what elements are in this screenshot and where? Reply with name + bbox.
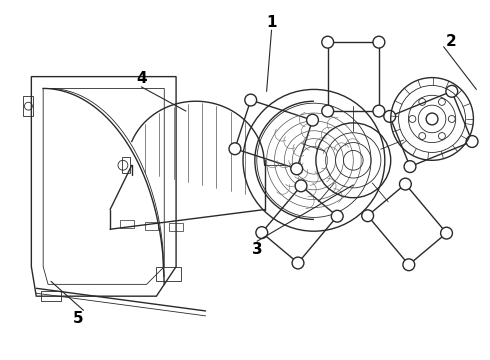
Circle shape bbox=[229, 143, 241, 155]
Polygon shape bbox=[235, 100, 313, 169]
Circle shape bbox=[441, 227, 452, 239]
Circle shape bbox=[399, 178, 411, 190]
Text: 1: 1 bbox=[266, 15, 277, 30]
Circle shape bbox=[373, 105, 385, 117]
Polygon shape bbox=[328, 42, 379, 111]
Circle shape bbox=[307, 114, 318, 126]
Circle shape bbox=[331, 210, 343, 222]
Polygon shape bbox=[368, 184, 446, 265]
Circle shape bbox=[322, 105, 334, 117]
Text: 5: 5 bbox=[73, 311, 84, 326]
Polygon shape bbox=[262, 186, 337, 263]
Circle shape bbox=[322, 36, 334, 48]
Circle shape bbox=[446, 85, 458, 97]
Text: 3: 3 bbox=[252, 242, 262, 257]
Circle shape bbox=[362, 210, 373, 222]
Circle shape bbox=[373, 36, 385, 48]
Circle shape bbox=[295, 180, 307, 192]
Circle shape bbox=[466, 136, 478, 148]
Text: 4: 4 bbox=[136, 72, 147, 86]
Circle shape bbox=[291, 163, 303, 175]
Circle shape bbox=[403, 259, 415, 271]
Circle shape bbox=[245, 94, 257, 106]
Text: 2: 2 bbox=[446, 34, 457, 49]
Circle shape bbox=[404, 161, 416, 172]
Circle shape bbox=[384, 111, 395, 122]
Circle shape bbox=[292, 257, 304, 269]
Polygon shape bbox=[390, 91, 472, 167]
Circle shape bbox=[256, 227, 268, 239]
